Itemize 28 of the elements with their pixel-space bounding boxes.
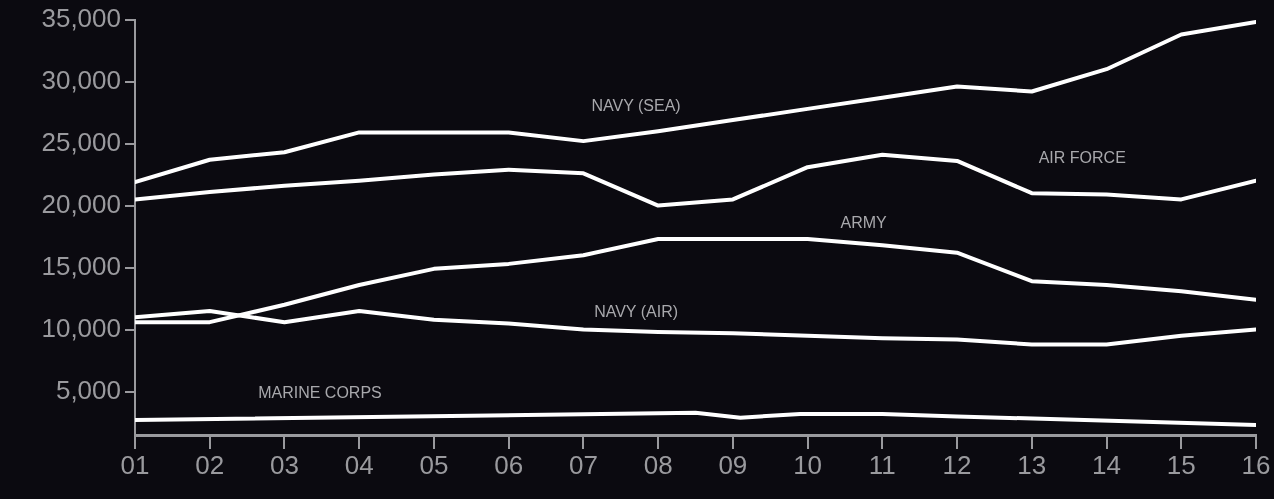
x-tick-label: 02: [195, 449, 225, 480]
series-label: NAVY (AIR): [594, 302, 679, 320]
y-tick-label: 20,000: [41, 188, 121, 219]
y-tick-label: 10,000: [41, 312, 121, 343]
x-tick-label: 15: [1166, 449, 1196, 480]
series-label: ARMY: [840, 214, 888, 232]
x-tick-label: 11: [868, 449, 896, 480]
x-tick-label: 05: [419, 449, 449, 480]
x-tick-label: 13: [1017, 449, 1047, 480]
y-tick-label: 15,000: [41, 250, 121, 281]
x-tick-label: 04: [344, 449, 374, 480]
x-tick-label: 03: [270, 449, 299, 480]
x-tick-label: 14: [1092, 449, 1121, 480]
x-tick-label: 09: [718, 449, 748, 480]
x-tick-label: 16: [1241, 449, 1271, 480]
series-label: MARINE CORPS: [258, 384, 382, 402]
x-tick-label: 06: [494, 449, 524, 480]
x-tick-label: 01: [120, 449, 150, 480]
x-tick-label: 08: [643, 449, 673, 480]
series-label: NAVY (SEA): [591, 96, 681, 114]
series-label: AIR FORCE: [1038, 149, 1126, 167]
x-tick-label: 07: [568, 449, 598, 480]
y-tick-label: 5,000: [55, 374, 121, 405]
y-tick-label: 25,000: [41, 126, 121, 157]
y-tick-label: 35,000: [41, 2, 121, 33]
x-tick-label: 10: [793, 449, 823, 480]
y-tick-label: 30,000: [41, 64, 121, 95]
x-tick-label: 12: [942, 449, 972, 480]
